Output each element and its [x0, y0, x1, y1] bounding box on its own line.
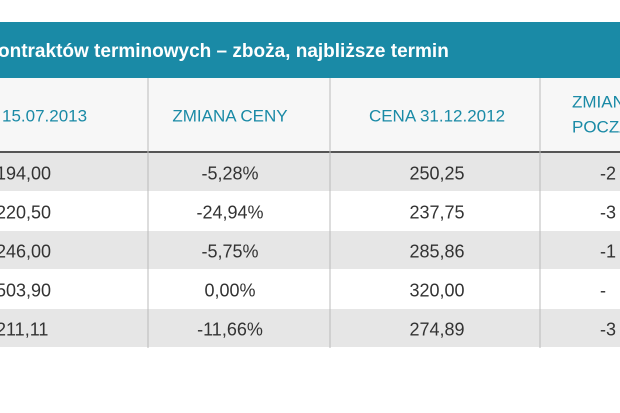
table-cell: -24,94%	[196, 202, 263, 222]
table-cell: -3	[600, 319, 616, 339]
row-background	[0, 309, 620, 348]
table-cell: 211,11	[0, 319, 48, 339]
table-cell: 246,00	[0, 241, 51, 261]
header-cell: 15.07.2013	[2, 106, 87, 125]
table-cell: -1	[600, 241, 616, 261]
header-cell: POCZA	[572, 117, 620, 136]
table-cell: -5,75%	[201, 241, 258, 261]
table-cell: -11,66%	[197, 319, 263, 339]
table-cell: 285,86	[409, 241, 464, 261]
table-cell: 220,50	[0, 202, 51, 222]
header-cell: CENA 31.12.2012	[369, 106, 505, 125]
header-cell: ZMIANA CENY	[172, 106, 287, 125]
table-cell: 503,90	[0, 280, 51, 300]
row-background	[0, 270, 620, 309]
row-background	[0, 192, 620, 231]
title-bar	[0, 22, 620, 78]
row-background	[0, 231, 620, 270]
header-cell: ZMIAN	[572, 92, 620, 111]
table-cell: 0,00%	[204, 280, 255, 300]
table-cell: 274,89	[409, 319, 464, 339]
table-cell: -3	[600, 202, 616, 222]
table-cell: -5,28%	[201, 163, 258, 183]
header-row	[0, 78, 620, 151]
table-cell: 250,25	[409, 163, 464, 183]
table-title: ontraktów terminowych – zboża, najbliższ…	[0, 41, 449, 62]
table-cell: 237,75	[409, 202, 464, 222]
row-background	[0, 153, 620, 192]
table-cell: -	[600, 280, 606, 300]
table-cell: 194,00	[0, 163, 51, 183]
table-cell: 320,00	[409, 280, 464, 300]
table-cell: -2	[600, 163, 616, 183]
